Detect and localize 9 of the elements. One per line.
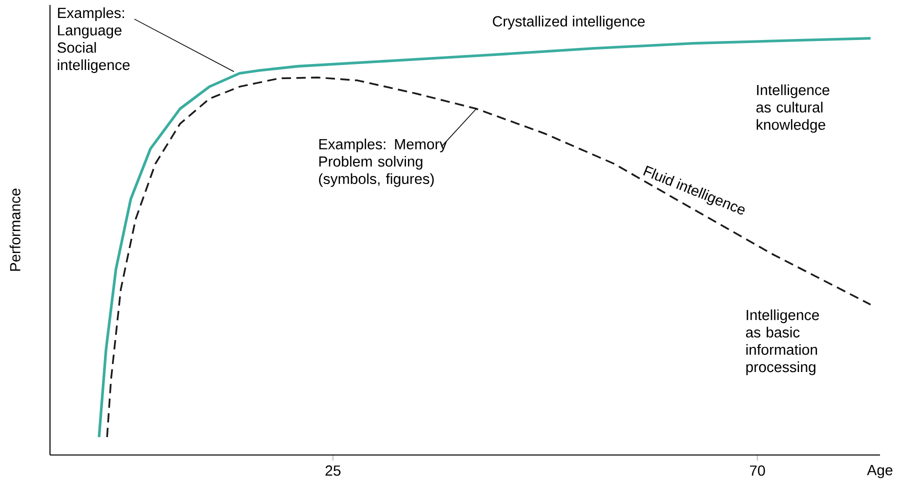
annotation: Examples: Memory Problem solving (symbols, figures) (319, 138, 447, 187)
x-tick-label: 25 (326, 465, 340, 476)
annotation: Intelligence as basic information processing (746, 309, 819, 376)
y-axis-title: Performance (10, 188, 20, 271)
x-axis-title: Age (866, 465, 892, 478)
series-label: Crystallized intelligence (492, 16, 645, 30)
x-tick-label: 70 (750, 465, 765, 476)
annotation: Intelligence as cultural knowledge (756, 84, 830, 133)
annotation: Examples: Language Social intelligence (58, 7, 130, 74)
